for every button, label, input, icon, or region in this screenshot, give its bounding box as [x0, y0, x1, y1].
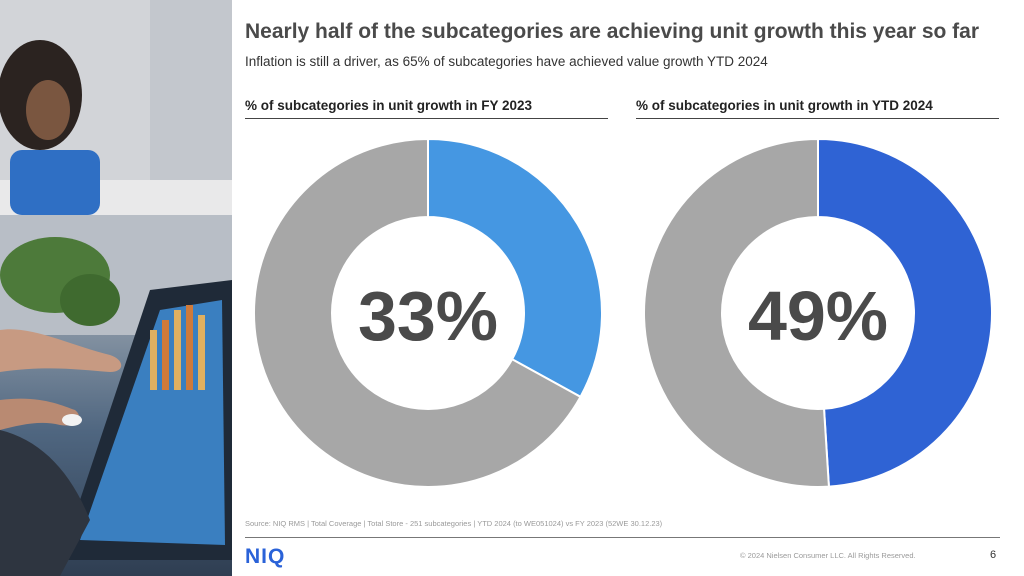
donut-slices [643, 137, 994, 488]
donut-svg-fy2023: 33% [253, 137, 603, 488]
page-number: 6 [990, 549, 997, 561]
chart-title-fy2023: % of subcategories in unit growth in FY … [245, 98, 608, 119]
donut-chart-ytd2024: 49% [628, 130, 1008, 500]
center-value-label: 33% [358, 277, 498, 355]
niq-logo: NIQ [245, 545, 286, 568]
chart-title-ytd2024: % of subcategories in unit growth in YTD… [636, 98, 999, 119]
donut-slices [253, 137, 603, 488]
donut-svg-ytd2024: 49% [643, 137, 994, 488]
donut-slice-unit-growth [817, 137, 994, 488]
center-value-label: 49% [748, 277, 888, 355]
donut-slice-remainder [643, 137, 830, 488]
page-subtitle: Inflation is still a driver, as 65% of s… [245, 54, 768, 69]
source-note: Source: NIQ RMS | Total Coverage | Total… [245, 519, 663, 528]
side-photo [0, 0, 232, 576]
page-title: Nearly half of the subcategories are ach… [245, 20, 980, 43]
copyright-text: © 2024 Nielsen Consumer LLC. All Rights … [740, 551, 916, 560]
photo-illustration [0, 0, 232, 576]
donut-slice-remainder [253, 137, 582, 488]
footer-divider [245, 537, 1000, 538]
donut-slice-unit-growth [427, 137, 603, 399]
donut-chart-fy2023: 33% [238, 130, 618, 500]
